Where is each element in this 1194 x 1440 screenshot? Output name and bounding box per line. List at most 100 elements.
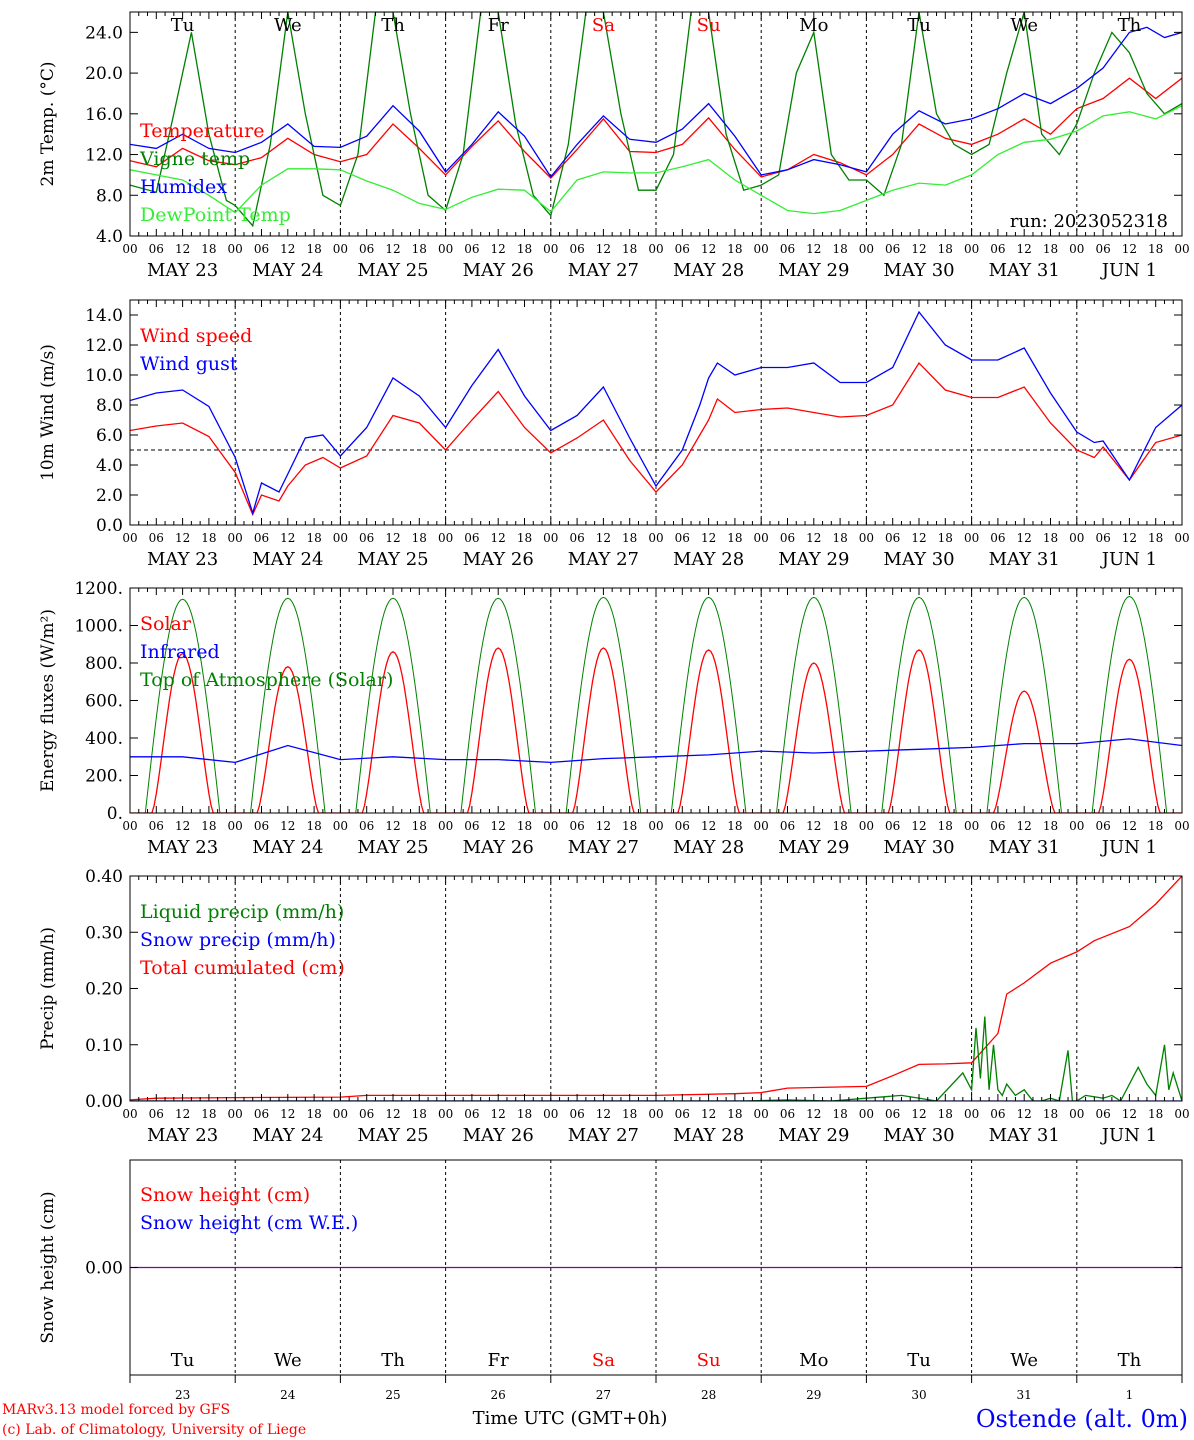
y-tick-label: 1000. [74, 617, 123, 637]
hour-tick-label: 18 [727, 819, 742, 833]
hour-tick-label: 06 [569, 1107, 584, 1121]
date-label: MAY 27 [568, 837, 639, 858]
panel-snow: Tu We Th Fr Sa Su Mo Tu We Th 23 24 25 26 27 28 29 30 31 1 0… [38, 1159, 1183, 1402]
series-wind-gust [130, 310, 1182, 516]
y-tick-label: 6.0 [96, 426, 123, 446]
date-label: MAY 30 [883, 260, 954, 281]
y-axis-label: Precip (mm/h) [38, 927, 58, 1050]
date-label: MAY 29 [778, 549, 849, 570]
y-tick-label: 12.0 [85, 336, 123, 356]
series-temperature [130, 77, 1182, 179]
day-number-label: 30 [911, 1388, 926, 1402]
hour-tick-label: 12 [1122, 1107, 1137, 1121]
hour-tick-label: 06 [464, 1107, 479, 1121]
date-label: MAY 25 [357, 1125, 428, 1146]
hour-tick-label: 06 [569, 242, 584, 256]
hour-tick-label: 06 [675, 242, 690, 256]
hour-tick-label: 00 [964, 1107, 979, 1121]
hour-tick-label: 06 [885, 1107, 900, 1121]
legend-entry: Total cumulated (cm) [140, 957, 345, 979]
date-label: MAY 26 [463, 549, 534, 570]
hour-tick-label: 00 [438, 531, 453, 545]
hour-tick-label: 18 [306, 819, 321, 833]
y-tick-label: 20.0 [85, 64, 123, 84]
station-name: Ostende (alt. 0m) [976, 1405, 1188, 1433]
hour-tick-label: 00 [543, 1107, 558, 1121]
date-label: MAY 23 [147, 1125, 218, 1146]
hour-tick-label: 06 [885, 242, 900, 256]
date-label: MAY 24 [252, 837, 323, 858]
day-number-label: 29 [806, 1388, 821, 1402]
hour-tick-label: 00 [543, 242, 558, 256]
hour-tick-label: 00 [648, 1107, 663, 1121]
date-label: MAY 26 [463, 837, 534, 858]
hour-tick-label: 18 [938, 1107, 953, 1121]
date-label: MAY 24 [252, 549, 323, 570]
hour-tick-label: 12 [806, 1107, 821, 1121]
date-label: MAY 23 [147, 549, 218, 570]
hour-tick-label: 18 [412, 819, 427, 833]
hour-tick-label: 00 [964, 242, 979, 256]
hour-tick-label: 00 [648, 242, 663, 256]
hour-tick-label: 18 [727, 531, 742, 545]
date-label: MAY 27 [568, 260, 639, 281]
footer-model-line: MARv3.13 model forced by GFS [2, 1402, 230, 1418]
date-label: MAY 28 [673, 260, 744, 281]
hour-tick-label: 12 [1122, 531, 1137, 545]
hour-tick-label: 06 [780, 242, 795, 256]
hour-tick-label: 12 [596, 531, 611, 545]
y-tick-label: 8.0 [96, 186, 123, 206]
hour-tick-label: 12 [280, 819, 295, 833]
hour-tick-label: 18 [201, 531, 216, 545]
series-group [130, 595, 1182, 813]
panel-wind: 00 06 12 18 00 06 12 18 00 06 12 18 00 06 12 18 00 06 12 18… [38, 299, 1190, 570]
weekday-label: We [1010, 15, 1038, 36]
y-axis-label: Energy fluxes (W/m²) [38, 609, 58, 792]
hour-tick-label: 12 [385, 531, 400, 545]
y-tick-label: 600. [85, 692, 123, 712]
date-label: MAY 25 [357, 837, 428, 858]
hour-tick-label: 12 [1122, 819, 1137, 833]
hour-tick-label: 06 [990, 819, 1005, 833]
hour-tick-label: 00 [122, 242, 137, 256]
day-number-label: 31 [1017, 1388, 1032, 1402]
legend-entry: Wind speed [140, 325, 252, 347]
hour-tick-label: 18 [938, 531, 953, 545]
panel-temperature: 00 06 12 18 00 06 12 18 00 06 12 18 00 06 12 18 00 06 12 18… [38, 11, 1190, 281]
hour-tick-label: 06 [990, 531, 1005, 545]
legend-entry: Infrared [140, 641, 220, 663]
y-tick-label: 0.00 [85, 1259, 123, 1279]
hour-tick-label: 00 [122, 531, 137, 545]
hour-tick-label: 00 [543, 819, 558, 833]
date-label: MAY 26 [463, 260, 534, 281]
weekday-label: Su [697, 1350, 721, 1371]
hour-tick-label: 06 [359, 1107, 374, 1121]
hour-tick-label: 06 [254, 242, 269, 256]
date-label: JUN 1 [1100, 1125, 1157, 1146]
weekday-label: We [274, 15, 302, 36]
day-number-label: 24 [280, 1388, 296, 1402]
hour-tick-label: 06 [675, 1107, 690, 1121]
hour-tick-label: 18 [832, 819, 847, 833]
y-tick-label: 800. [85, 654, 123, 674]
hour-tick-label: 12 [911, 819, 926, 833]
hour-tick-label: 06 [675, 819, 690, 833]
weekday-label: Tu [171, 15, 195, 36]
y-tick-label: 8.0 [96, 396, 123, 416]
hour-tick-label: 00 [543, 531, 558, 545]
date-label: MAY 23 [147, 260, 218, 281]
y-tick-label: 16.0 [85, 105, 123, 125]
hour-tick-label: 06 [254, 531, 269, 545]
hour-tick-label: 06 [990, 1107, 1005, 1121]
hour-tick-label: 18 [412, 531, 427, 545]
weekday-label: Th [1118, 15, 1142, 36]
hour-tick-label: 06 [675, 531, 690, 545]
series-dewpoint-temp [130, 105, 1182, 215]
legend-entry: Temperature [140, 120, 264, 142]
weekday-label: Su [697, 15, 721, 36]
legend-entry: Snow height (cm W.E.) [140, 1212, 358, 1234]
y-tick-label: 0.0 [96, 516, 123, 536]
hour-tick-label: 00 [438, 1107, 453, 1121]
hour-tick-label: 00 [122, 1107, 137, 1121]
